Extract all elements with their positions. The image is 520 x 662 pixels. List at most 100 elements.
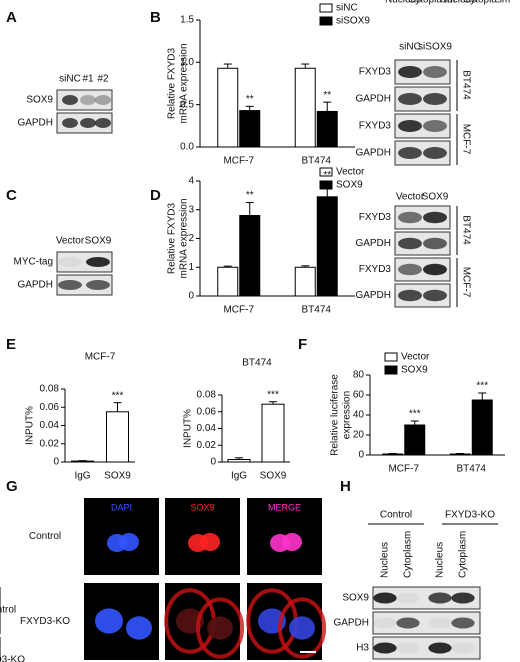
- legend-swatch: [319, 167, 333, 177]
- blot-band: [428, 592, 452, 604]
- lane-label: SOX9: [85, 236, 112, 247]
- bar: [316, 110, 338, 148]
- blot-strip: [394, 257, 451, 282]
- x-tick-label: BT474: [302, 305, 332, 316]
- lane-label: Cytoplasm: [463, 0, 510, 6]
- panel-label: F: [298, 336, 307, 353]
- blot-strip: [56, 89, 113, 111]
- panel-label: G: [6, 478, 18, 495]
- bar: [382, 453, 404, 456]
- significance: ***: [476, 381, 488, 392]
- blot-band: [451, 617, 475, 629]
- blot-band: [95, 118, 111, 128]
- blot-band: [398, 120, 422, 132]
- legend-label: Vector: [401, 352, 430, 363]
- blot-band: [423, 147, 447, 159]
- x-tick-label: MCF-7: [223, 156, 254, 167]
- row-label: GAPDH: [355, 238, 391, 249]
- legend-swatch: [384, 365, 398, 375]
- blot-strip: [394, 283, 451, 308]
- row-label: GAPDH: [17, 280, 53, 291]
- group-label: FXYD3-KO: [445, 510, 495, 521]
- blot-band: [95, 95, 111, 105]
- x-tick-label: SOX9: [104, 471, 131, 482]
- x-tick-label: MCF-7: [223, 305, 254, 316]
- blot-band: [428, 642, 452, 654]
- blot-strip: [56, 251, 113, 273]
- significance: **: [246, 190, 254, 201]
- lane-label: Cytoplasm: [408, 0, 455, 6]
- nucleus: [95, 608, 123, 634]
- y-tick-label: 0.06: [197, 406, 217, 417]
- y-tick-label: 0.04: [40, 420, 60, 431]
- y-tick-label: 4: [188, 176, 194, 187]
- y-tick-label: 0.02: [197, 440, 217, 451]
- blot-band: [396, 642, 420, 654]
- blot-band: [423, 211, 447, 224]
- y-axis-label: INPUT%: [25, 406, 36, 445]
- row-label: H3: [356, 643, 369, 654]
- bar: [471, 399, 493, 456]
- y-tick-label: 0.06: [40, 402, 60, 413]
- bar: [217, 67, 239, 148]
- bar: [404, 424, 426, 456]
- blot-band: [80, 118, 96, 128]
- y-axis-label: mRNA expression: [179, 198, 190, 278]
- lane-label: Vector: [396, 192, 425, 203]
- legend-swatch: [319, 16, 333, 26]
- lane-label: #1: [82, 74, 94, 85]
- y-axis-label: Relative FXYD3: [167, 47, 178, 119]
- panel-label: C: [6, 187, 17, 204]
- legend-label: SOX9: [336, 180, 363, 191]
- bar: [261, 403, 285, 463]
- blot-band: [423, 93, 447, 105]
- lane-label: siNC: [59, 74, 81, 85]
- legend-label: siNC: [336, 3, 358, 14]
- y-tick-label: 2: [188, 233, 194, 244]
- blot-band: [423, 120, 447, 132]
- blot-band: [398, 289, 422, 302]
- y-axis-label: mRNA expression: [179, 43, 190, 123]
- lane-label: SOX9: [422, 192, 449, 203]
- group-label: MCF-7: [460, 124, 471, 155]
- blot-strip: [394, 231, 451, 256]
- blot-band: [62, 118, 78, 128]
- row-label: FXYD3: [359, 264, 392, 275]
- row-label: Control: [29, 531, 61, 542]
- row-label: FXYD3: [359, 212, 392, 223]
- y-tick-label: 0: [53, 457, 59, 468]
- y-axis-label: Relative luciferase: [330, 374, 341, 456]
- blot-strip: [394, 205, 451, 230]
- blot-band: [423, 66, 447, 78]
- blot-band: [62, 95, 78, 105]
- y-tick-label: 1.0: [180, 57, 194, 68]
- lane-label: Cytoplasm: [403, 531, 414, 578]
- blot-band: [398, 211, 422, 224]
- nucleus: [126, 616, 152, 640]
- channel-label: DAPI: [111, 502, 132, 512]
- legend-label: SOX9: [401, 365, 428, 376]
- bar: [217, 266, 239, 297]
- bar: [239, 110, 261, 148]
- significance: ***: [409, 409, 421, 420]
- blot-band: [423, 289, 447, 302]
- lane-label: #2: [97, 74, 109, 85]
- legend-swatch: [384, 352, 398, 362]
- x-tick-label: IgG: [231, 471, 247, 482]
- bar: [449, 453, 471, 456]
- x-tick-label: IgG: [74, 471, 90, 482]
- y-axis-label: Relative FXYD3: [167, 202, 178, 274]
- row-label: MYC-tag: [14, 257, 53, 268]
- group-label: MCF-7: [460, 267, 471, 298]
- legend-swatch: [319, 180, 333, 190]
- legend-label: Vector: [336, 167, 365, 178]
- chart-title: BT474: [242, 358, 272, 369]
- row-label: FXYD3-KO: [20, 616, 70, 627]
- x-tick-label: BT474: [457, 464, 487, 475]
- cell-body: [277, 597, 327, 659]
- blot-band: [451, 642, 475, 654]
- blot-band: [398, 66, 422, 78]
- nucleus: [200, 533, 220, 551]
- y-tick-label: 80: [353, 370, 365, 381]
